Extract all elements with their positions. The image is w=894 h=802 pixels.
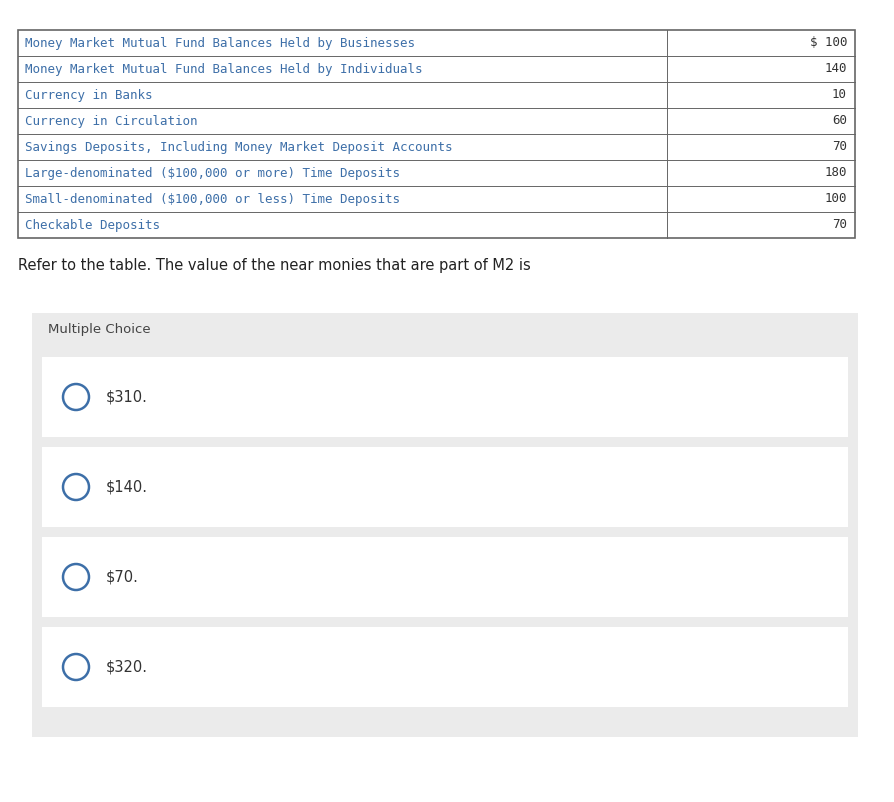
Text: Money Market Mutual Fund Balances Held by Businesses: Money Market Mutual Fund Balances Held b…	[25, 37, 415, 50]
Text: Multiple Choice: Multiple Choice	[48, 323, 150, 337]
Text: Savings Deposits, Including Money Market Deposit Accounts: Savings Deposits, Including Money Market…	[25, 140, 452, 153]
Text: 70: 70	[832, 140, 847, 153]
Text: 70: 70	[832, 218, 847, 232]
Text: 10: 10	[832, 88, 847, 102]
Text: Checkable Deposits: Checkable Deposits	[25, 218, 160, 232]
Text: Currency in Banks: Currency in Banks	[25, 88, 153, 102]
Bar	[32, 313, 858, 737]
Bar	[42, 537, 848, 617]
Text: $ 100: $ 100	[809, 37, 847, 50]
Text: Currency in Circulation: Currency in Circulation	[25, 115, 198, 128]
Bar	[42, 357, 848, 437]
Bar	[42, 627, 848, 707]
Text: $140.: $140.	[106, 480, 148, 495]
Text: Money Market Mutual Fund Balances Held by Individuals: Money Market Mutual Fund Balances Held b…	[25, 63, 423, 75]
Text: Large-denominated ($100,000 or more) Time Deposits: Large-denominated ($100,000 or more) Tim…	[25, 167, 400, 180]
Text: $310.: $310.	[106, 390, 148, 404]
Text: $320.: $320.	[106, 659, 148, 674]
Bar	[42, 447, 848, 527]
Text: 100: 100	[824, 192, 847, 205]
Text: Small-denominated ($100,000 or less) Time Deposits: Small-denominated ($100,000 or less) Tim…	[25, 192, 400, 205]
Text: 180: 180	[824, 167, 847, 180]
Text: $70.: $70.	[106, 569, 139, 585]
Text: Refer to the table. The value of the near monies that are part of M2 is: Refer to the table. The value of the nea…	[18, 258, 531, 273]
Text: 140: 140	[824, 63, 847, 75]
Bar	[18, 30, 855, 238]
Text: 60: 60	[832, 115, 847, 128]
